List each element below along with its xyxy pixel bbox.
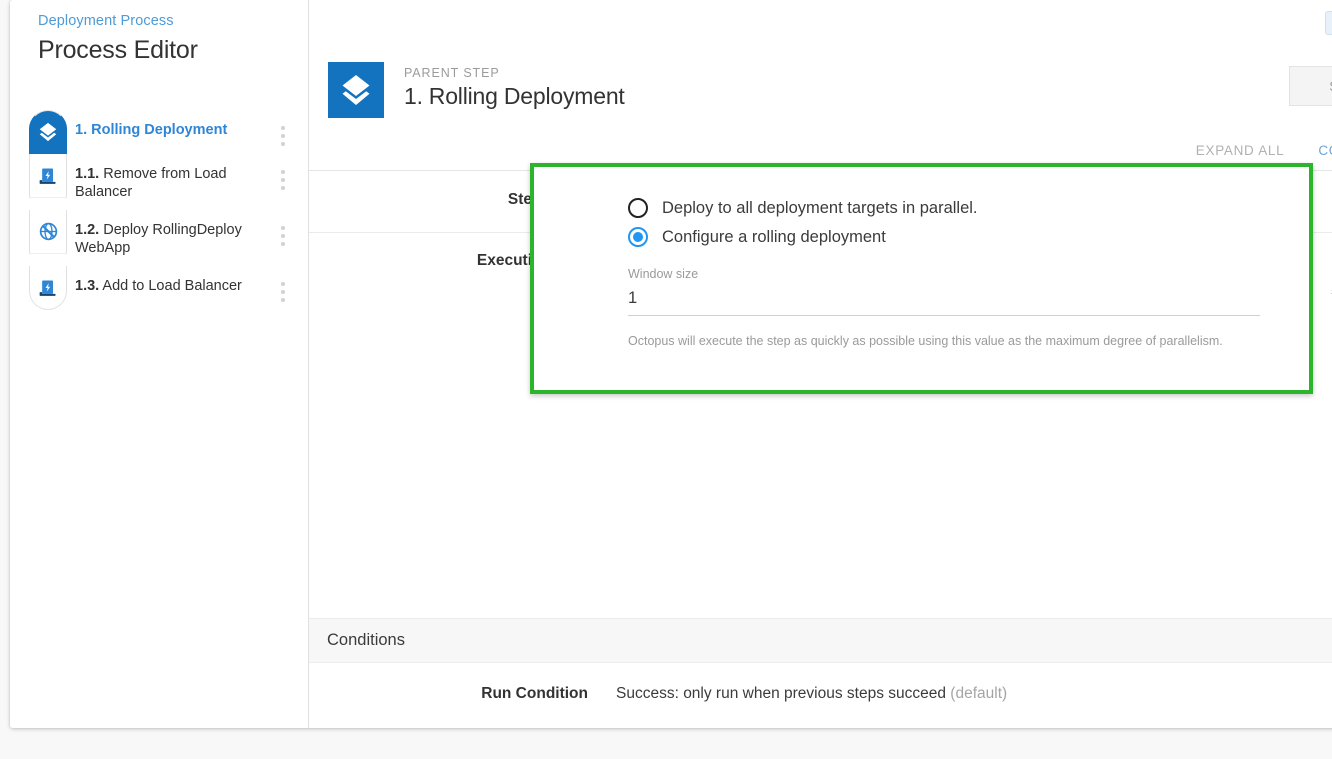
step-header-name: Rolling Deployment [428, 83, 625, 109]
step-title: Remove from Load Balancer [75, 166, 227, 200]
rolling-deployment-highlight-box: Deploy to all deployment targets in para… [530, 163, 1332, 394]
script-icon [38, 166, 58, 186]
radio-icon-selected[interactable] [628, 227, 648, 247]
iis-globe-icon [38, 221, 59, 242]
step-overflow-menu[interactable] [268, 266, 298, 304]
window-size-input[interactable]: 1 [628, 281, 1260, 316]
step-header-number: 1. [404, 83, 423, 109]
step-number: 1.2. [75, 222, 100, 238]
radio-option-rolling[interactable]: Configure a rolling deployment [628, 227, 1309, 247]
radio-label-rolling: Configure a rolling deployment [662, 227, 886, 246]
sidebar-step-label: 1. Rolling Deployment [67, 110, 268, 148]
run-condition-row: Run Condition Success: only run when pre… [309, 663, 1332, 725]
collapse-all-link[interactable]: CO [1318, 142, 1332, 158]
sidebar-step-label: 1.1. Remove from Load Balancer [67, 154, 268, 210]
step-kicker: PARENT STEP [404, 66, 500, 80]
run-condition-label: Run Condition [481, 685, 588, 702]
variable-binding-icon[interactable]: #{} [1331, 285, 1332, 302]
rolling-deployment-icon [37, 121, 59, 143]
sidebar-step-add-to-load-balancer[interactable]: 1.3. Add to Load Balancer [10, 266, 298, 310]
window-size-field: Window size 1 Octopus will execute the s… [628, 267, 1332, 349]
step-number: 1.1. [75, 166, 100, 182]
step-number: 1.3. [75, 278, 100, 294]
step-rail [29, 210, 67, 254]
left-panel: Deployment Process Process Editor [10, 0, 298, 728]
step-overflow-menu[interactable] [268, 110, 298, 148]
step-rail [29, 266, 67, 310]
sidebar-step-deploy-rollingdeploy-webapp[interactable]: 1.2. Deploy RollingDeploy WebApp [10, 210, 298, 266]
main-card: Deployment Process Process Editor [10, 0, 1332, 728]
breadcrumb[interactable]: Deployment Process [38, 13, 174, 29]
window-size-help-text: Octopus will execute the step as quickly… [628, 334, 1223, 348]
sidebar-step-label: 1.2. Deploy RollingDeploy WebApp [67, 210, 268, 266]
step-overflow-menu[interactable] [268, 210, 298, 248]
expand-all-link[interactable]: EXPAND ALL [1195, 142, 1285, 158]
run-condition-default-tag: (default) [950, 685, 1008, 702]
step-list: 1. Rolling Deployment [10, 110, 298, 310]
step-header: PARENT STEP 1. Rolling Deployment [328, 62, 625, 118]
conditions-section-header: Conditions [309, 618, 1332, 663]
sidebar-step-remove-from-load-balancer[interactable]: 1.1. Remove from Load Balancer [10, 154, 298, 210]
sidebar-step-label: 1.3. Add to Load Balancer [67, 266, 268, 304]
step-header-title: 1. Rolling Deployment [404, 83, 625, 110]
radio-label-parallel: Deploy to all deployment targets in para… [662, 198, 978, 217]
run-condition-value: Success: only run when previous steps su… [616, 685, 951, 702]
step-title: Deploy RollingDeploy WebApp [75, 222, 242, 256]
conditions-title: Conditions [327, 631, 405, 649]
step-overflow-menu[interactable] [268, 154, 298, 192]
sidebar-step-rolling-deployment[interactable]: 1. Rolling Deployment [10, 110, 298, 154]
step-number: 1. [75, 122, 88, 138]
step-rail [29, 110, 67, 154]
panel-divider [308, 0, 309, 728]
parent-step-icon [328, 62, 384, 118]
content-pane: PARENT STEP 1.Rolling Deployment SAVE EX… [309, 0, 1332, 728]
step-title: Add to Load Balancer [102, 278, 242, 294]
window-size-caption: Window size [628, 267, 699, 281]
page-title: Process Editor [38, 36, 198, 64]
radio-icon-unselected[interactable] [628, 198, 648, 218]
script-icon [38, 278, 58, 298]
step-rail [29, 154, 67, 198]
radio-option-parallel[interactable]: Deploy to all deployment targets in para… [628, 198, 1309, 218]
step-title: Rolling Deployment [91, 122, 228, 138]
save-button[interactable]: SAVE [1289, 66, 1332, 106]
run-condition-value-wrap[interactable]: Success: only run when previous steps su… [598, 685, 1007, 703]
top-right-pill[interactable] [1325, 11, 1332, 35]
